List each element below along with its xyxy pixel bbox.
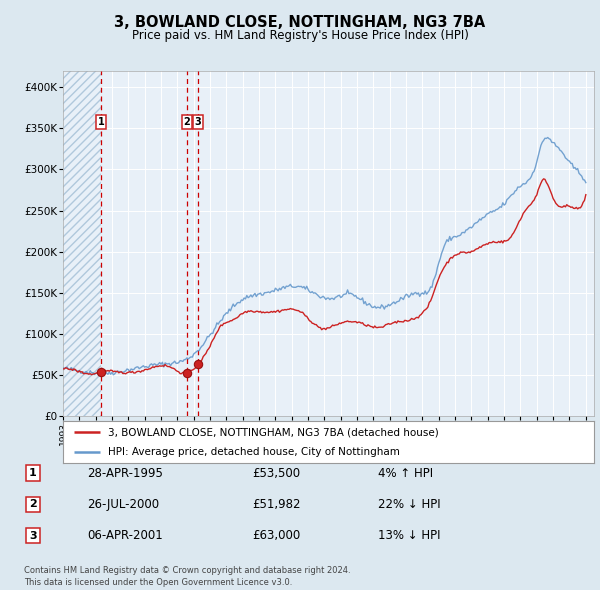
Text: 22% ↓ HPI: 22% ↓ HPI — [378, 498, 440, 511]
Text: 2: 2 — [184, 117, 190, 127]
Text: 1: 1 — [98, 117, 104, 127]
Text: 1: 1 — [29, 468, 37, 478]
Text: 13% ↓ HPI: 13% ↓ HPI — [378, 529, 440, 542]
Text: Price paid vs. HM Land Registry's House Price Index (HPI): Price paid vs. HM Land Registry's House … — [131, 30, 469, 42]
Text: This data is licensed under the Open Government Licence v3.0.: This data is licensed under the Open Gov… — [24, 578, 292, 587]
Text: Contains HM Land Registry data © Crown copyright and database right 2024.: Contains HM Land Registry data © Crown c… — [24, 566, 350, 575]
Text: £63,000: £63,000 — [252, 529, 300, 542]
Text: 3: 3 — [29, 531, 37, 540]
Text: 3, BOWLAND CLOSE, NOTTINGHAM, NG3 7BA (detached house): 3, BOWLAND CLOSE, NOTTINGHAM, NG3 7BA (d… — [108, 427, 439, 437]
Text: £51,982: £51,982 — [252, 498, 301, 511]
Text: 2: 2 — [29, 500, 37, 509]
Bar — [63, 71, 101, 416]
Text: £53,500: £53,500 — [252, 467, 300, 480]
Text: HPI: Average price, detached house, City of Nottingham: HPI: Average price, detached house, City… — [108, 447, 400, 457]
Text: 26-JUL-2000: 26-JUL-2000 — [87, 498, 159, 511]
Text: 3: 3 — [194, 117, 202, 127]
Text: 4% ↑ HPI: 4% ↑ HPI — [378, 467, 433, 480]
Text: 28-APR-1995: 28-APR-1995 — [87, 467, 163, 480]
Text: 06-APR-2001: 06-APR-2001 — [87, 529, 163, 542]
Text: 3, BOWLAND CLOSE, NOTTINGHAM, NG3 7BA: 3, BOWLAND CLOSE, NOTTINGHAM, NG3 7BA — [115, 15, 485, 30]
